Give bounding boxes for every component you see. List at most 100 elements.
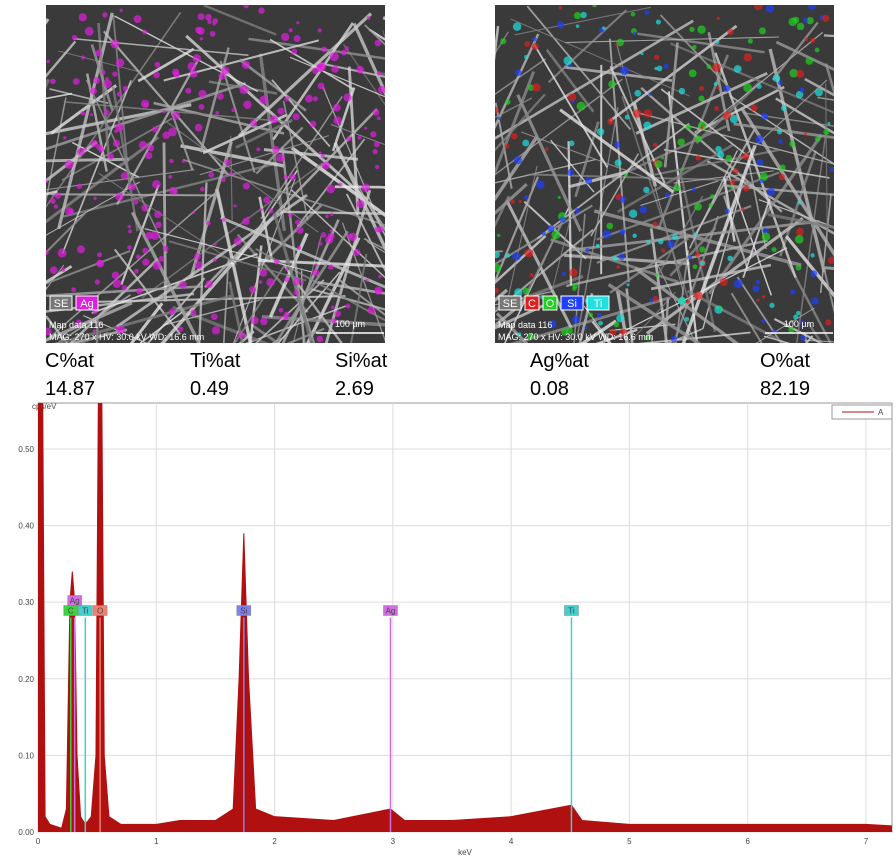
- element-dot: [559, 216, 566, 223]
- x-tick-label: 7: [864, 837, 869, 846]
- element-dot: [699, 260, 706, 267]
- fiber: [46, 40, 77, 78]
- fiber: [670, 42, 834, 114]
- fiber: [46, 250, 131, 285]
- element-dot: [197, 13, 205, 21]
- element-dot: [794, 234, 804, 244]
- element-dot: [727, 255, 733, 262]
- fiber: [637, 331, 751, 343]
- element-dot: [699, 85, 705, 91]
- element-dot: [364, 126, 368, 130]
- fiber: [258, 196, 274, 261]
- element-dot: [729, 114, 739, 124]
- element-dot: [713, 81, 718, 87]
- fiber: [228, 281, 244, 343]
- element-dot: [697, 121, 707, 131]
- fiber: [90, 44, 114, 111]
- element-dot: [345, 303, 351, 309]
- element-dot: [46, 249, 49, 256]
- element-dot: [823, 128, 830, 136]
- element-dot: [53, 204, 59, 209]
- element-dot: [825, 319, 832, 326]
- element-dot: [334, 310, 342, 318]
- element-dot: [209, 30, 216, 37]
- element-dot: [606, 222, 614, 230]
- fiber: [129, 302, 164, 343]
- fiber: [767, 212, 834, 229]
- element-dot: [338, 182, 343, 187]
- sem-map: SE Ag Map data 116 MAG: 270 x HV: 30.0 kV W…: [46, 5, 385, 343]
- element-dot: [89, 113, 93, 117]
- table-value: 14.87: [45, 378, 95, 400]
- element-dot: [761, 232, 771, 242]
- tag-label: SE: [54, 298, 69, 310]
- element-dot: [132, 199, 139, 205]
- fiber: [566, 239, 768, 288]
- element-dot: [376, 116, 381, 121]
- element-dot: [630, 12, 636, 17]
- element-dot: [329, 52, 339, 62]
- element-dot: [221, 66, 230, 75]
- element-dot: [632, 31, 637, 36]
- element-dot: [568, 140, 575, 147]
- peak-tag: [92, 605, 108, 616]
- element-dot: [142, 258, 150, 266]
- element-dot: [715, 145, 722, 153]
- element-dot: [495, 287, 499, 294]
- fiber: [292, 235, 322, 343]
- element-dot: [367, 306, 376, 315]
- element-dot: [231, 108, 236, 113]
- element-dot: [522, 287, 530, 295]
- element-dot: [242, 217, 250, 226]
- element-dot: [258, 7, 265, 14]
- element-dot: [314, 263, 318, 267]
- element-dot: [111, 271, 120, 280]
- element-dot: [652, 221, 658, 227]
- element-dot: [495, 251, 500, 259]
- element-dot: [46, 179, 48, 184]
- fiber: [111, 86, 139, 232]
- element-dot: [759, 172, 768, 182]
- element-dot: [69, 208, 74, 214]
- element-dot: [374, 164, 380, 170]
- element-dot: [584, 176, 593, 185]
- element-dot: [361, 183, 371, 193]
- element-dot: [346, 136, 352, 142]
- fiber: [182, 158, 385, 226]
- element-dot: [718, 306, 723, 311]
- fiber: [137, 47, 195, 83]
- element-dot: [90, 139, 99, 148]
- element-dot: [116, 325, 125, 334]
- element-dot: [778, 80, 783, 86]
- element-dot: [293, 277, 301, 285]
- fiber: [633, 111, 834, 165]
- element-dot: [325, 235, 334, 245]
- element-dot: [722, 111, 732, 120]
- element-dot: [663, 63, 669, 69]
- fiber: [290, 189, 385, 279]
- element-dot: [814, 136, 821, 143]
- fiber: [516, 94, 583, 232]
- map-info: MAG: 270 x HV: 30.0 kV WD: 16.6 mm: [49, 332, 204, 342]
- element-dot: [810, 270, 818, 278]
- element-dot: [672, 234, 679, 241]
- element-dot: [565, 327, 573, 335]
- element-dot: [320, 153, 325, 158]
- element-dot: [208, 171, 215, 178]
- element-dot: [376, 226, 384, 233]
- tag-box: [75, 295, 99, 311]
- element-dot: [353, 248, 361, 256]
- element-dot: [145, 231, 154, 240]
- fiber: [740, 107, 834, 257]
- element-dot: [804, 37, 809, 41]
- element-dot: [616, 38, 625, 47]
- element-dot: [655, 19, 661, 25]
- element-dot: [778, 139, 783, 144]
- fiber: [222, 258, 230, 343]
- fiber: [595, 328, 638, 343]
- element-dot: [613, 321, 620, 328]
- element-dot: [795, 264, 802, 271]
- element-dot: [693, 232, 698, 236]
- element-dot: [96, 144, 103, 151]
- element-dot: [678, 296, 687, 305]
